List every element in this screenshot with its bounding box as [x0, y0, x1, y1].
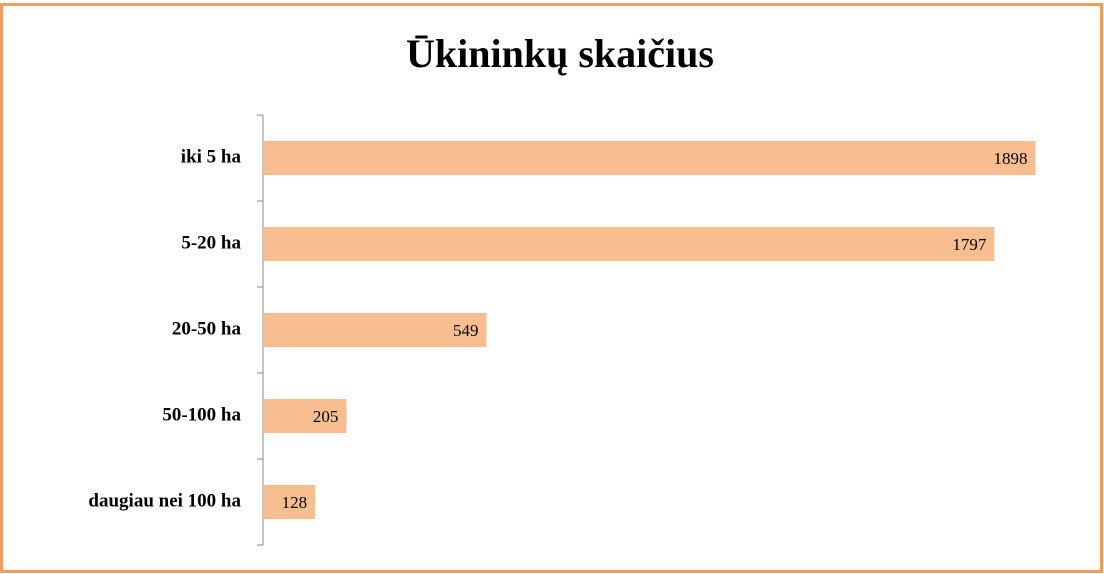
data-label: 205: [313, 407, 339, 426]
y-tick-label: iki 5 ha: [181, 146, 242, 167]
bar: [263, 313, 487, 347]
y-tick-label: 50-100 ha: [162, 404, 241, 425]
y-tick-label: 20-50 ha: [172, 318, 242, 339]
data-label: 128: [282, 493, 308, 512]
data-label: 1797: [952, 235, 987, 254]
data-label: 1898: [993, 149, 1027, 168]
data-label: 549: [453, 321, 479, 340]
bar: [263, 399, 347, 433]
y-tick-label: daugiau nei 100 ha: [88, 490, 241, 511]
bar: [263, 141, 1036, 175]
bar: [263, 227, 995, 261]
bar: [263, 485, 316, 519]
y-tick-label: 5-20 ha: [181, 232, 241, 253]
chart-border: [0, 3, 1103, 573]
chart-title: Ūkininkų skaičius: [406, 31, 714, 76]
